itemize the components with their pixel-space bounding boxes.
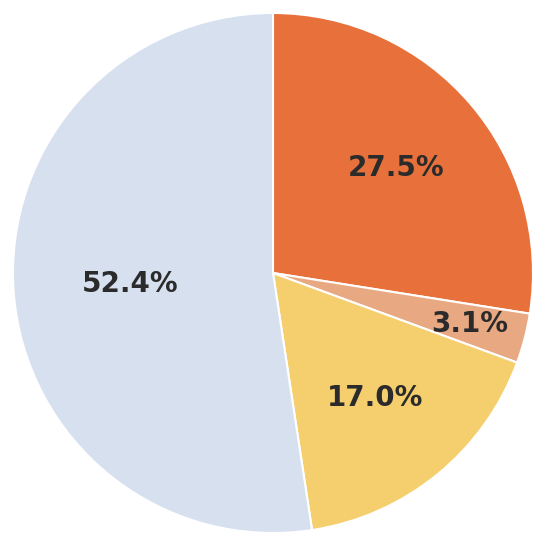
- Text: 17.0%: 17.0%: [327, 384, 423, 412]
- Wedge shape: [273, 273, 530, 363]
- Text: 3.1%: 3.1%: [431, 310, 508, 338]
- Wedge shape: [273, 13, 533, 313]
- Text: 27.5%: 27.5%: [347, 155, 444, 182]
- Text: 52.4%: 52.4%: [82, 270, 179, 298]
- Wedge shape: [13, 13, 312, 533]
- Wedge shape: [273, 273, 517, 530]
